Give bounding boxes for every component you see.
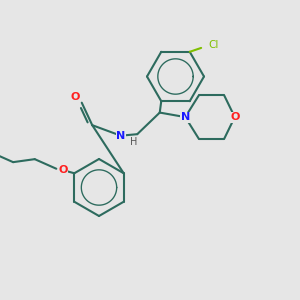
Text: O: O bbox=[230, 112, 239, 122]
Text: N: N bbox=[116, 131, 125, 141]
Text: O: O bbox=[70, 92, 80, 102]
Text: Cl: Cl bbox=[208, 40, 219, 50]
Text: H: H bbox=[130, 137, 137, 147]
Text: O: O bbox=[58, 165, 68, 175]
Text: N: N bbox=[181, 112, 190, 122]
